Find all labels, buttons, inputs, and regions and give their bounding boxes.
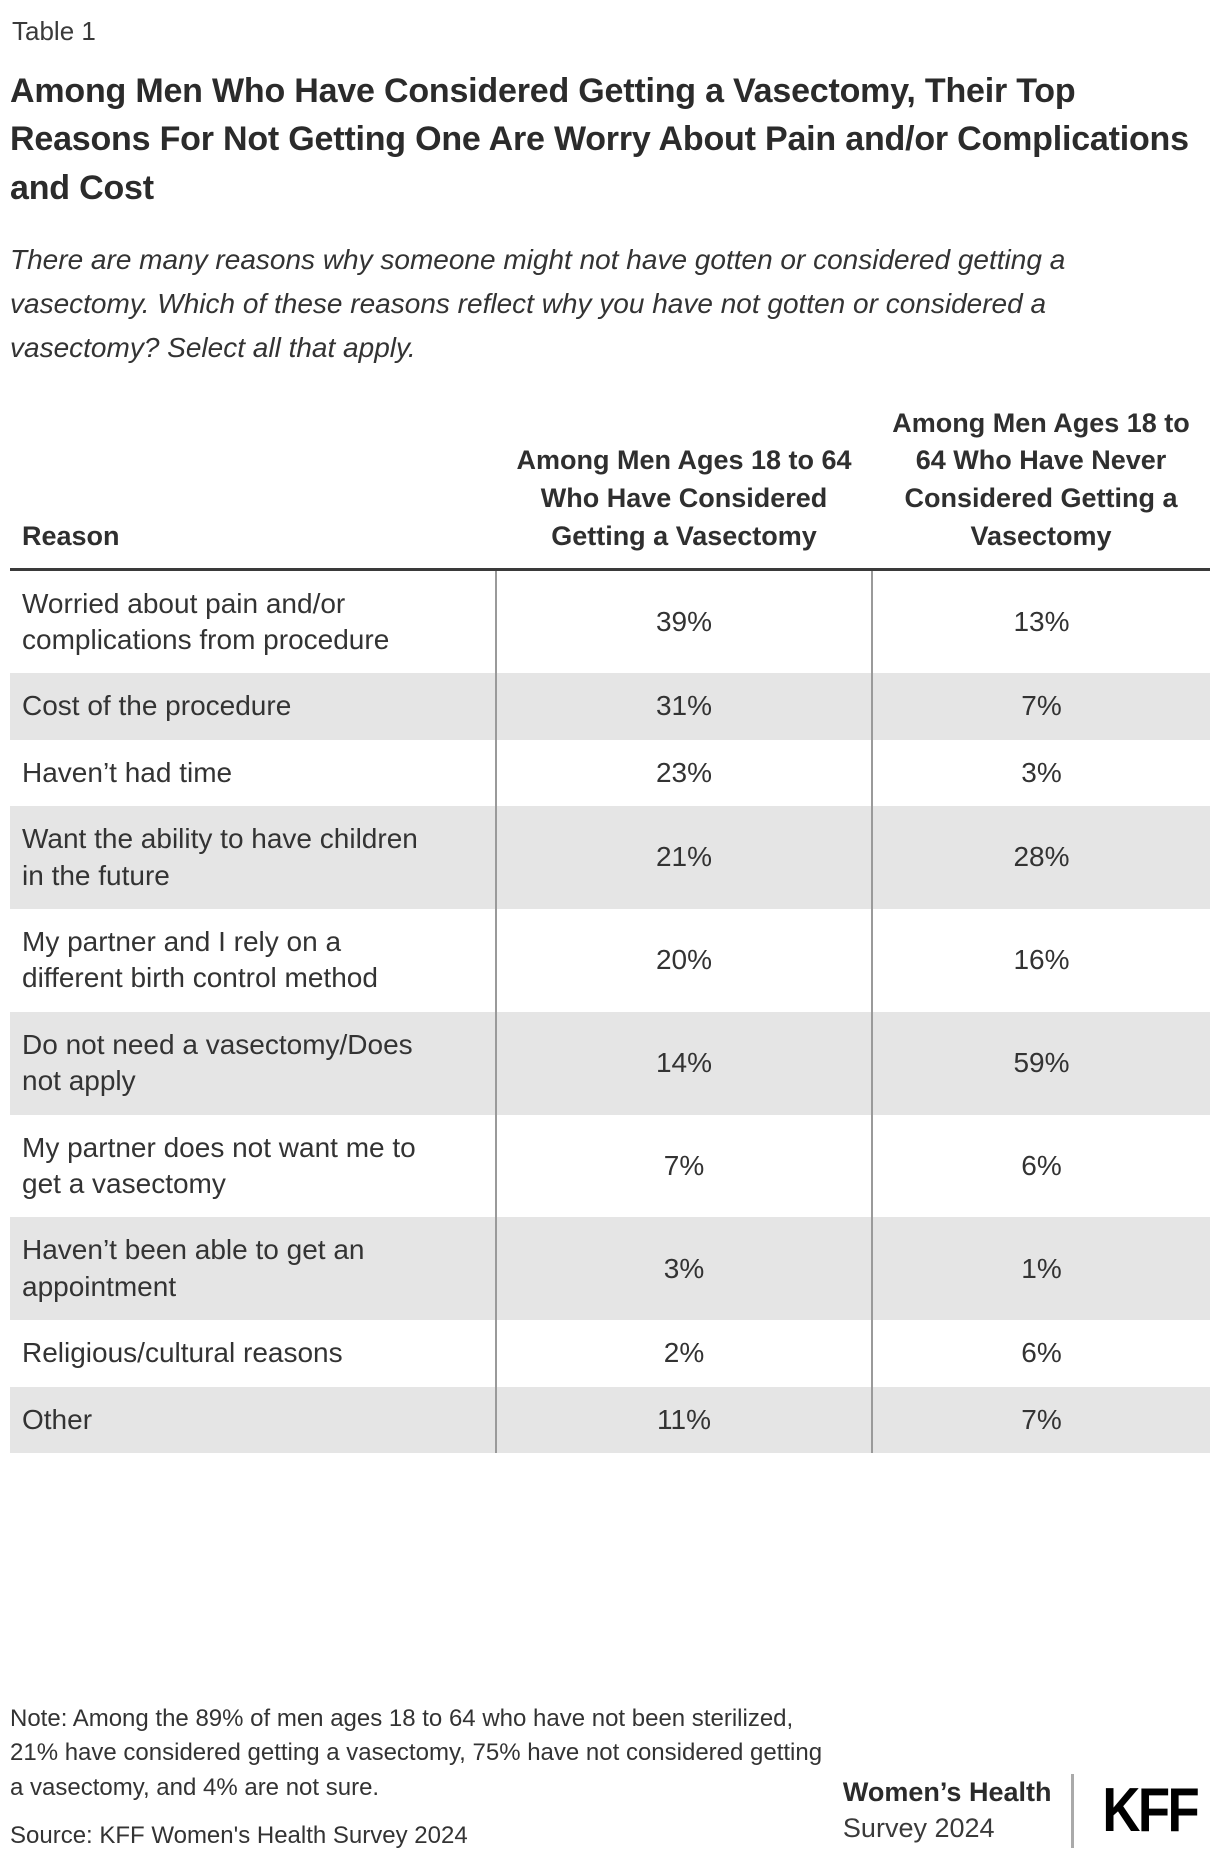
reason-cell: Religious/cultural reasons	[22, 1337, 343, 1369]
footnotes: Note: Among the 89% of men ages 18 to 64…	[10, 1702, 840, 1850]
value-cell-never-considered: 7%	[871, 673, 1210, 740]
value-cell-considered: 39%	[495, 569, 872, 674]
footer: Note: Among the 89% of men ages 18 to 64…	[10, 1702, 1206, 1850]
reason-cell: Want the ability to have children in the…	[22, 823, 418, 891]
reason-cell: Other	[22, 1403, 93, 1435]
table-body: Worried about pain and/or complications …	[10, 569, 1210, 1453]
table-row: Do not need a vasectomy/Does not apply 14…	[10, 1011, 1210, 1115]
brand-text: Women’s Health Survey 2024	[843, 1776, 1052, 1846]
value-cell-considered: 31%	[495, 673, 872, 740]
table-row: Want the ability to have children in the…	[10, 806, 1210, 910]
page-title: Among Men Who Have Considered Getting a …	[10, 72, 1189, 207]
value-cell-never-considered: 16%	[871, 909, 1210, 1012]
table-row: Haven’t had time 23% 3%	[10, 739, 1210, 807]
survey-question-text: There are many reasons why someone might…	[10, 243, 1066, 364]
reasons-table: Reason Among Men Ages 18 to 64 Who Have …	[10, 404, 1210, 1453]
table-row: Worried about pain and/or complications …	[10, 569, 1210, 674]
column-header-never-considered: Among Men Ages 18 to 64 Who Have Never C…	[872, 404, 1210, 571]
reason-cell: Haven’t been able to get an appointment	[22, 1234, 365, 1302]
table-row: Haven’t been able to get an appointment 3…	[10, 1217, 1210, 1321]
kff-logo: KFF	[1102, 1776, 1200, 1845]
table-row: Cost of the procedure 31% 7%	[10, 673, 1210, 740]
column-header-reason: Reason	[10, 404, 496, 571]
note-text: Note: Among the 89% of men ages 18 to 64…	[10, 1704, 823, 1802]
value-cell-considered: 14%	[495, 1011, 872, 1115]
table-row: Religious/cultural reasons 2% 6%	[10, 1320, 1210, 1387]
value-cell-never-considered: 28%	[871, 806, 1210, 910]
reason-cell: Do not need a vasectomy/Does not apply	[22, 1028, 413, 1097]
header-row: Reason Among Men Ages 18 to 64 Who Have …	[10, 404, 1210, 571]
table-row: My partner and I rely on a different bir…	[10, 909, 1210, 1012]
value-cell-considered: 20%	[495, 909, 872, 1012]
brand-divider	[1071, 1774, 1075, 1848]
value-cell-considered: 3%	[495, 1217, 872, 1321]
value-cell-never-considered: 13%	[871, 569, 1210, 674]
table-label: Table 1	[12, 16, 96, 46]
value-cell-never-considered: 7%	[871, 1386, 1210, 1453]
brand-block: Women’s Health Survey 2024 KFF	[843, 1774, 1206, 1850]
value-cell-never-considered: 1%	[871, 1217, 1210, 1321]
table-row: My partner does not want me to get a vas…	[10, 1114, 1210, 1218]
brand-program-year: Survey 2024	[842, 1813, 995, 1843]
value-cell-never-considered: 59%	[871, 1011, 1210, 1115]
brand-program-name: Women’s Health	[842, 1777, 1052, 1808]
value-cell-considered: 23%	[495, 739, 872, 807]
value-cell-never-considered: 3%	[871, 739, 1210, 807]
table-row: Other 11% 7%	[10, 1386, 1210, 1453]
reason-cell: Worried about pain and/or complications …	[22, 587, 390, 656]
value-cell-considered: 21%	[495, 806, 872, 910]
value-cell-considered: 11%	[495, 1386, 872, 1453]
reason-cell: Haven’t had time	[22, 756, 233, 788]
value-cell-considered: 7%	[495, 1114, 872, 1218]
column-header-considered: Among Men Ages 18 to 64 Who Have Conside…	[496, 404, 872, 571]
reason-cell: My partner and I rely on a different bir…	[22, 926, 378, 994]
value-cell-never-considered: 6%	[871, 1320, 1210, 1387]
value-cell-never-considered: 6%	[871, 1114, 1210, 1218]
reason-cell: Cost of the procedure	[22, 690, 292, 722]
reason-cell: My partner does not want me to get a vas…	[22, 1131, 416, 1199]
value-cell-considered: 2%	[495, 1320, 872, 1387]
source-text: Source: KFF Women's Health Survey 2024	[10, 1822, 468, 1849]
